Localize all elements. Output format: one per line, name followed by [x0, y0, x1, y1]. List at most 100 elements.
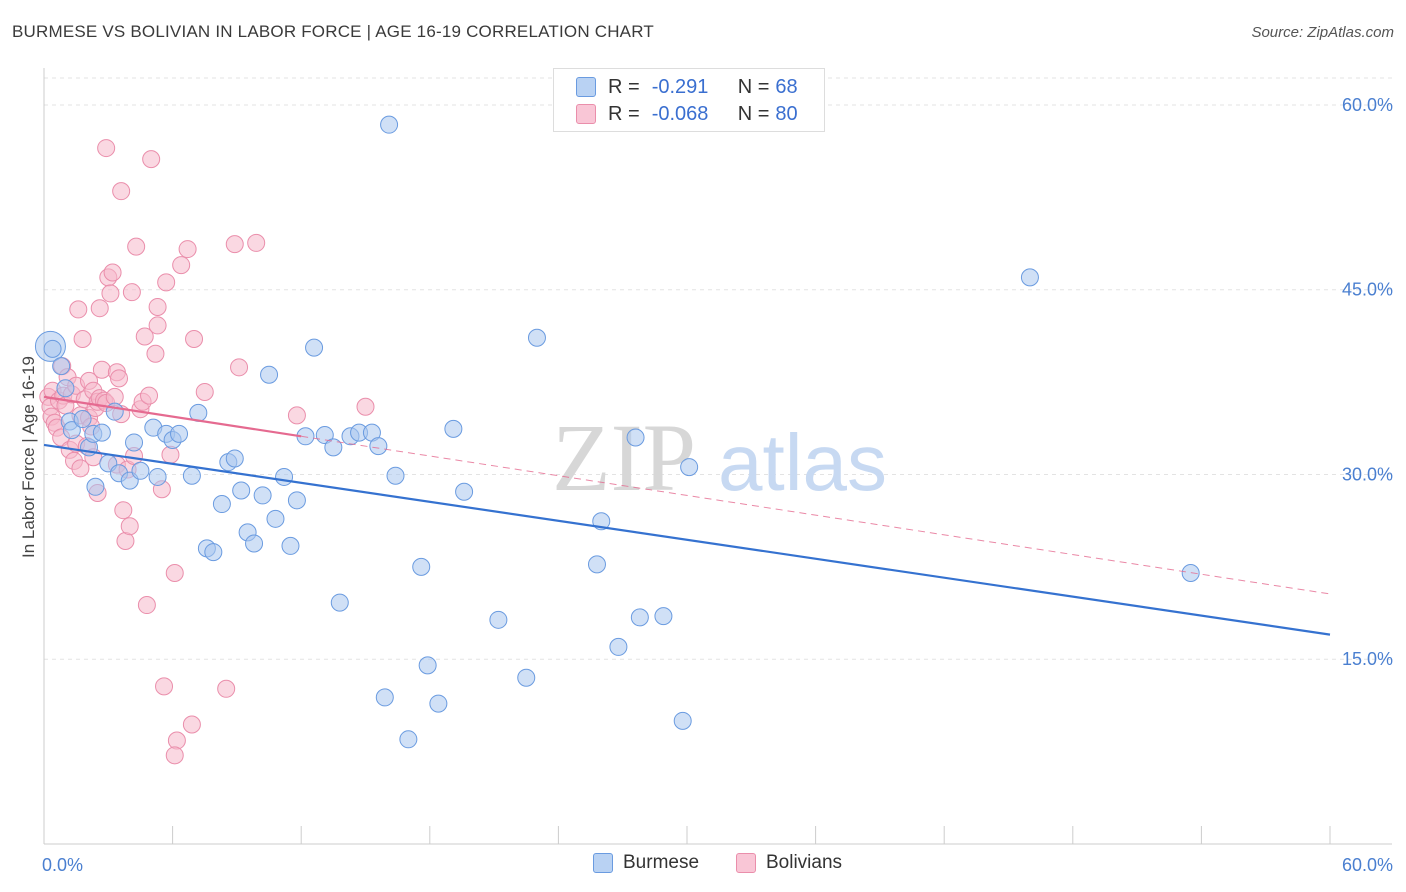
burmese-point — [418, 656, 437, 675]
trend-lines — [43, 395, 1331, 636]
series-legend: Burmese Bolivians — [0, 852, 1406, 876]
bolivians-point — [71, 459, 90, 478]
burmese-point — [43, 339, 62, 358]
bolivians-point — [165, 564, 184, 583]
burmese-point — [429, 694, 448, 713]
series-legend-bolivians[interactable]: Bolivians — [736, 852, 842, 874]
bolivians-point — [127, 237, 146, 256]
y-tick-label: 30.0% — [1342, 464, 1393, 484]
bolivians-point — [165, 746, 184, 765]
legend-row-bolivians: R = -0.068 N = 80 — [576, 102, 798, 126]
series-swatch-burmese — [593, 853, 613, 873]
legend-r-value: -0.291 — [651, 75, 709, 98]
burmese-point — [489, 610, 508, 629]
legend-row-burmese: R = -0.291 N = 68 — [576, 75, 798, 99]
burmese-point — [125, 433, 144, 452]
burmese-point — [626, 428, 645, 447]
bolivians-point — [178, 240, 197, 259]
burmese-point — [1181, 564, 1200, 583]
y-tick-label: 15.0% — [1342, 649, 1393, 669]
burmese-point — [260, 365, 279, 384]
bolivians-trend-line — [43, 395, 302, 438]
y-axis-label: In Labor Force | Age 16-19 — [19, 356, 38, 558]
bolivians-point — [137, 596, 156, 615]
series-legend-burmese[interactable]: Burmese — [593, 852, 699, 874]
burmese-point — [204, 543, 223, 562]
bolivians-point — [157, 273, 176, 292]
bolivians-point — [90, 299, 109, 318]
burmese-point — [375, 688, 394, 707]
x-tick-label: 60.0% — [1342, 855, 1393, 875]
bolivians-point — [142, 150, 161, 169]
burmese-point — [212, 495, 231, 514]
burmese-point — [386, 466, 405, 485]
burmese-point — [369, 437, 388, 456]
burmese-point — [182, 466, 201, 485]
burmese-trend-line — [43, 443, 1331, 636]
legend-n-value: 68 — [775, 75, 798, 98]
y-tick-label: 60.0% — [1342, 95, 1393, 115]
burmese-point — [673, 711, 692, 730]
legend-swatch-bolivians — [576, 104, 596, 124]
burmese-point — [517, 668, 536, 687]
series-label-bolivians: Bolivians — [766, 852, 843, 873]
bolivians-point — [114, 501, 133, 520]
watermark-atlas: atlas — [718, 418, 887, 507]
bolivians-trend-extension — [301, 435, 1331, 595]
burmese-point — [245, 534, 264, 553]
source-label: Source: ZipAtlas.com — [1251, 24, 1394, 41]
legend-n-value: 80 — [775, 102, 798, 125]
bolivians-point — [146, 344, 165, 363]
y-tick-label: 45.0% — [1342, 280, 1393, 300]
burmese-point — [225, 449, 244, 468]
bolivians-point — [103, 263, 122, 282]
bolivians-point — [217, 679, 236, 698]
bolivians-point — [101, 284, 120, 303]
burmese-point — [444, 419, 463, 438]
burmese-point — [315, 426, 334, 445]
burmese-point — [92, 423, 111, 442]
bolivians-point — [69, 300, 88, 319]
burmese-point — [527, 328, 546, 347]
bolivians-point — [148, 316, 167, 335]
burmese-point — [654, 607, 673, 626]
burmese-point — [399, 730, 418, 749]
burmese-point — [56, 379, 75, 398]
watermark: ZIP atlas — [552, 404, 887, 511]
burmese-point — [455, 482, 474, 501]
bolivians-point — [225, 235, 244, 254]
bolivians-point — [110, 369, 129, 388]
correlation-legend: R = -0.291 N = 68 R = -0.068 N = 80 — [553, 68, 825, 132]
bolivians-point — [120, 517, 139, 536]
bolivians-point — [230, 358, 249, 377]
burmese-point — [253, 486, 272, 505]
chart-title: BURMESE VS BOLIVIAN IN LABOR FORCE | AGE… — [12, 22, 654, 41]
x-tick-label: 0.0% — [42, 855, 83, 875]
burmese-point — [324, 438, 343, 457]
legend-r-value: -0.068 — [651, 102, 709, 125]
burmese-point — [380, 115, 399, 134]
burmese-point — [275, 467, 294, 486]
burmese-point — [73, 410, 92, 429]
bolivians-point — [161, 445, 180, 464]
bolivians-point — [167, 731, 186, 750]
burmese-point — [680, 458, 699, 477]
burmese-point — [609, 637, 628, 656]
bolivians-point — [135, 327, 154, 346]
burmese-point — [330, 593, 349, 612]
bolivians-point — [148, 297, 167, 316]
bolivians-point — [182, 715, 201, 734]
burmese-point — [52, 357, 71, 376]
burmese-point — [86, 477, 105, 496]
tick-labels: 15.0% 30.0% 45.0% 60.0% 0.0% 60.0% — [42, 95, 1393, 875]
watermark-zip: ZIP — [552, 404, 696, 511]
burmese-point — [287, 491, 306, 510]
bolivians-point — [172, 256, 191, 275]
legend-n-label: N = — [737, 102, 770, 125]
burmese-point — [587, 555, 606, 574]
bolivians-point — [112, 182, 131, 201]
burmese-point — [148, 467, 167, 486]
bolivians-point — [247, 233, 266, 252]
series-label-burmese: Burmese — [623, 852, 700, 873]
